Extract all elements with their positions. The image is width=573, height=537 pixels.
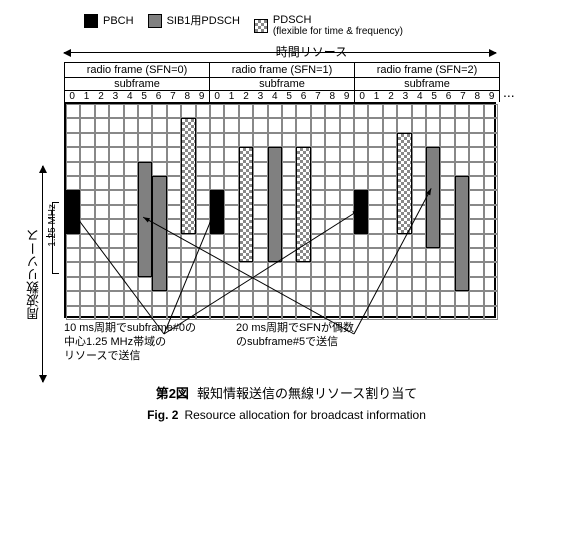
resource-block bbox=[138, 162, 152, 277]
subframe-numbers: 0123456789 bbox=[210, 90, 354, 102]
subframe-numbers: 0123456789 bbox=[355, 90, 499, 102]
subframe-label: subframe bbox=[355, 77, 499, 90]
resource-block bbox=[66, 190, 80, 233]
callout-sib1: 20 ms周期でSFNが偶数のsubframe#5で送信 bbox=[236, 322, 354, 363]
resource-block bbox=[455, 176, 469, 291]
radio-frame-col: radio frame (SFN=0)subframe0123456789 bbox=[64, 62, 210, 102]
resource-block bbox=[181, 118, 195, 233]
resource-block bbox=[210, 190, 224, 233]
legend-swatch bbox=[148, 14, 162, 28]
subframe-label: subframe bbox=[65, 77, 209, 90]
legend-swatch bbox=[84, 14, 98, 28]
resource-block bbox=[239, 147, 253, 262]
caption-jp-prefix: 第2図 bbox=[156, 386, 189, 401]
frames-ellipsis: ... bbox=[500, 84, 518, 102]
resource-block bbox=[152, 176, 166, 291]
time-axis-arrow bbox=[64, 52, 496, 53]
figure-caption: 第2図報知情報送信の無線リソース割り当て Fig. 2 Resource allo… bbox=[14, 383, 559, 422]
callout-pbch: 10 ms周期でsubframe#0の中心1.25 MHz帯域のリソースで送信 bbox=[64, 322, 196, 363]
radio-frames-header: radio frame (SFN=0)subframe0123456789rad… bbox=[64, 62, 559, 102]
legend-label: PDSCH(flexible for time & frequency) bbox=[273, 14, 403, 37]
radio-frame-col: radio frame (SFN=2)subframe0123456789 bbox=[355, 62, 500, 102]
subframe-numbers: 0123456789 bbox=[65, 90, 209, 102]
legend-item: PBCH bbox=[84, 14, 134, 28]
caption-en: Resource allocation for broadcast inform… bbox=[184, 408, 425, 422]
resource-block bbox=[426, 147, 440, 248]
freq-axis: 周波数リソース bbox=[24, 174, 43, 374]
subframe-label: subframe bbox=[210, 77, 354, 90]
resource-block bbox=[354, 190, 368, 233]
legend-swatch bbox=[254, 19, 268, 33]
legend: PBCH SIB1用PDSCH PDSCH(flexible for time & … bbox=[84, 14, 559, 37]
legend-item: SIB1用PDSCH bbox=[148, 14, 240, 28]
caption-en-prefix: Fig. 2 bbox=[147, 408, 178, 422]
resource-block bbox=[397, 133, 411, 234]
radio-frame-col: radio frame (SFN=1)subframe0123456789 bbox=[210, 62, 355, 102]
diagram: 時間リソース radio frame (SFN=0)subframe012345… bbox=[64, 43, 559, 318]
radio-frame-label: radio frame (SFN=0) bbox=[65, 62, 209, 77]
legend-item: PDSCH(flexible for time & frequency) bbox=[254, 14, 403, 37]
freq-span-label: 1.25 MHz bbox=[47, 204, 58, 247]
resource-grid bbox=[64, 102, 496, 318]
resource-block bbox=[296, 147, 310, 262]
freq-axis-label: 周波数リソース bbox=[24, 229, 43, 320]
caption-jp: 報知情報送信の無線リソース割り当て bbox=[197, 386, 417, 401]
radio-frame-label: radio frame (SFN=1) bbox=[210, 62, 354, 77]
legend-label: PBCH bbox=[103, 15, 134, 27]
legend-label: SIB1用PDSCH bbox=[167, 15, 240, 27]
radio-frame-label: radio frame (SFN=2) bbox=[355, 62, 499, 77]
callouts: 10 ms周期でsubframe#0の中心1.25 MHz帯域のリソースで送信 … bbox=[64, 322, 559, 363]
freq-axis-arrow bbox=[42, 166, 43, 382]
resource-block bbox=[268, 147, 282, 262]
